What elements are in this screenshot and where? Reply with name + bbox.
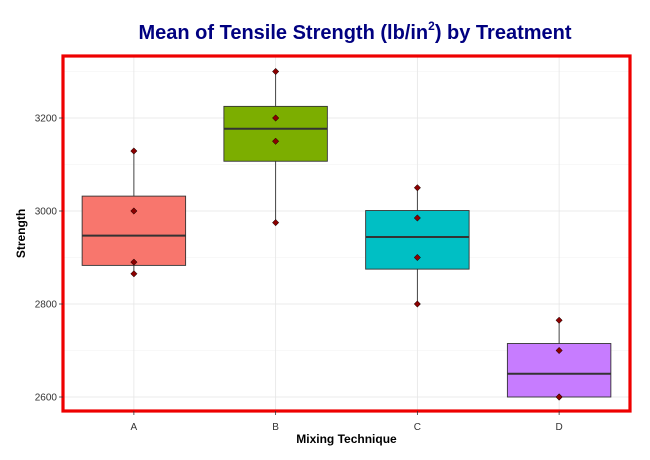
y-axis-title: Strength: [14, 209, 28, 258]
x-tick-label: A: [131, 422, 138, 433]
y-tick-label: 2800: [35, 300, 58, 311]
y-tick-label: 2600: [35, 393, 58, 404]
point-layer: [130, 67, 563, 401]
y-tick-label: 3000: [35, 207, 58, 218]
x-axis-title: Mixing Technique: [296, 432, 397, 446]
data-point: [413, 300, 421, 308]
data-point: [555, 346, 563, 355]
data-point: [555, 316, 563, 324]
x-tick-label: D: [556, 422, 563, 433]
chart-title: Mean of Tensile Strength (lb/in2) by Tre…: [0, 19, 650, 45]
data-point: [272, 219, 280, 227]
data-point: [413, 184, 421, 192]
chart-title-main: Mean of Tensile Strength (lb/in: [138, 22, 429, 44]
data-point: [555, 393, 563, 401]
axis-layer: 2600 2800 3000 3200 A B C D: [35, 114, 563, 434]
chart-title-superscript: 2: [428, 19, 435, 33]
box-A: [81, 195, 187, 266]
panel-border: [61, 54, 632, 413]
data-point: [272, 67, 280, 76]
x-tick-label: B: [272, 422, 279, 433]
data-point: [130, 207, 138, 215]
box-layer: [81, 71, 612, 398]
y-tick-label: 3200: [35, 114, 58, 125]
data-point: [130, 270, 138, 278]
data-point: [272, 114, 280, 122]
x-tick-label: C: [414, 422, 421, 433]
data-point: [272, 137, 280, 145]
data-point: [130, 147, 138, 155]
data-point: [413, 253, 421, 262]
data-point: [130, 258, 138, 266]
data-point: [413, 214, 421, 222]
chart-title-end: ) by Treatment: [434, 22, 572, 44]
